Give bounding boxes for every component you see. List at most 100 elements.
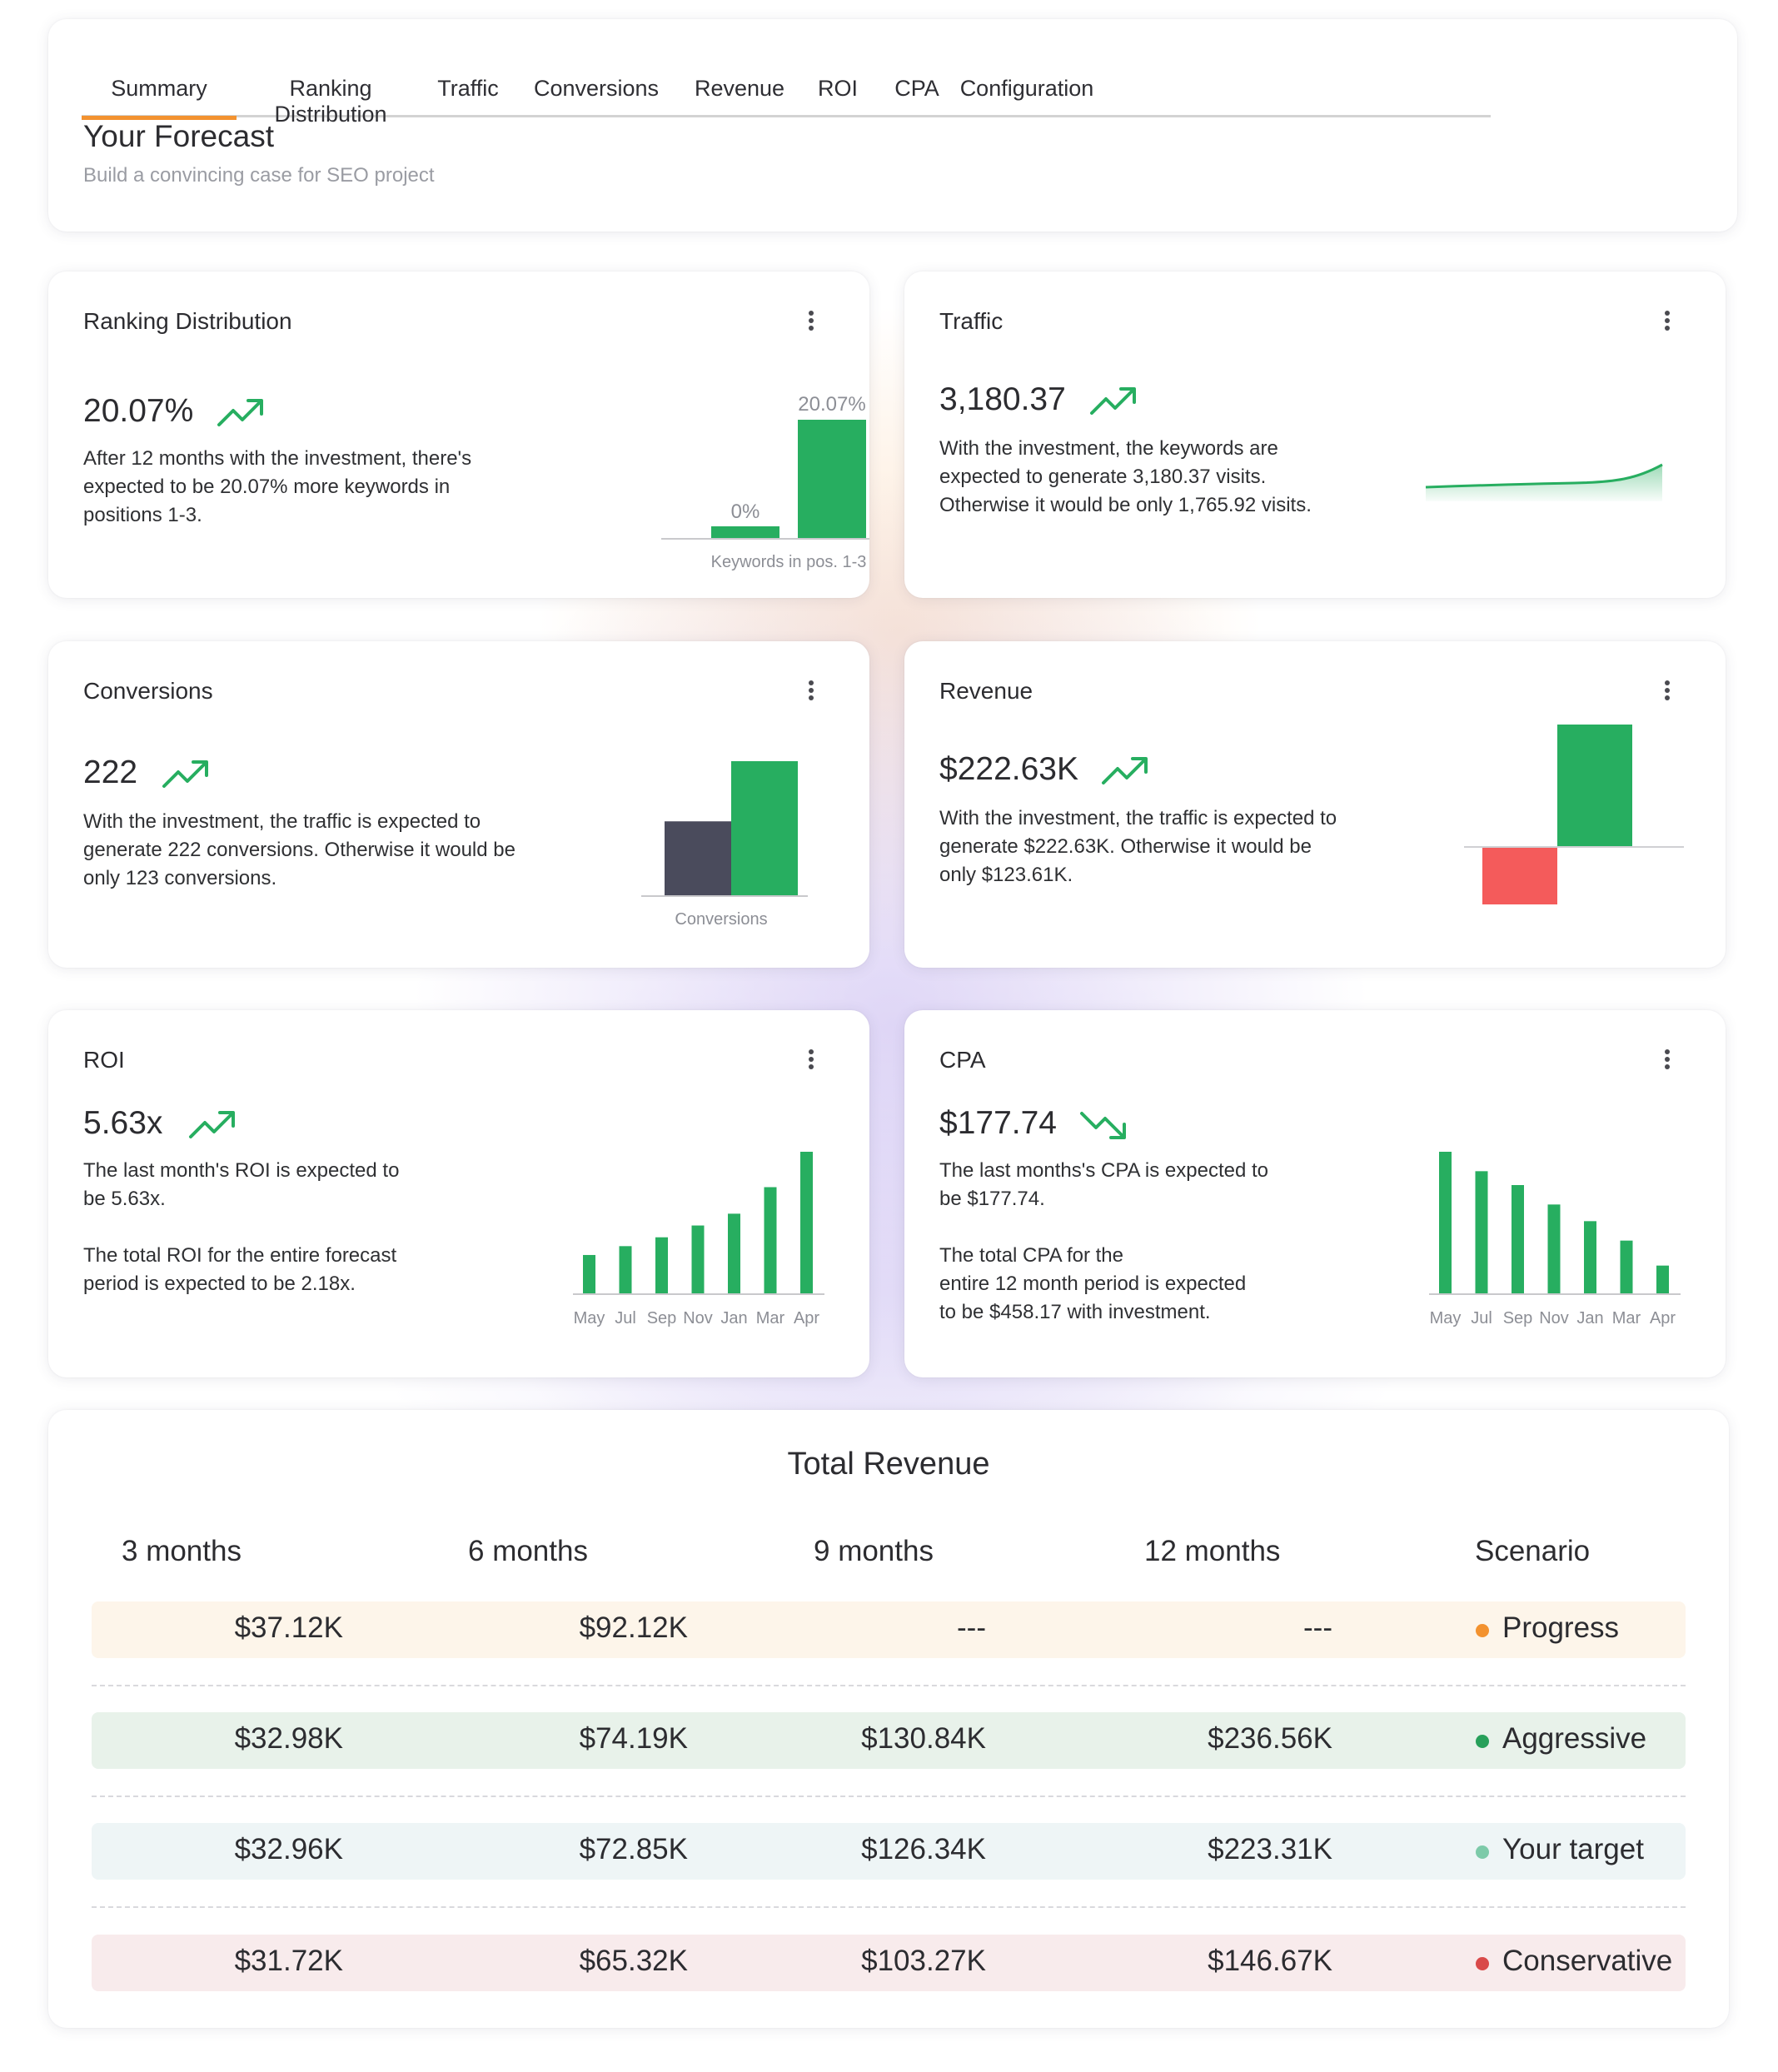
bar-sep xyxy=(1512,1185,1524,1293)
row-divider xyxy=(92,1685,1686,1686)
trend-up-icon xyxy=(1102,757,1148,784)
x-tick-label: Apr xyxy=(794,1309,819,1327)
traffic-description: With the investment, the keywords are ex… xyxy=(939,437,1312,516)
bar-revenue-with-investment xyxy=(1557,725,1632,848)
tab-conversions[interactable]: Conversions xyxy=(533,76,660,101)
x-tick-label: Mar xyxy=(756,1309,785,1327)
scenario-label: Aggressive xyxy=(1502,1722,1647,1755)
cpa-card: CPA $177.74 The last months's CPA is exp… xyxy=(904,1010,1726,1377)
table-cell: $37.12K xyxy=(234,1611,343,1644)
table-cell: $32.96K xyxy=(234,1833,343,1865)
table-row: $32.98K $74.19K $130.84K $236.56K Aggressive xyxy=(92,1712,1686,1769)
tab-bar: Summary Ranking Distribution Traffic Con… xyxy=(82,56,1491,127)
bar-apr xyxy=(1656,1265,1669,1293)
scenario-label: Progress xyxy=(1502,1611,1620,1644)
column-header: 6 months xyxy=(468,1535,588,1567)
scenario-dot-icon xyxy=(1476,1624,1489,1637)
tab-cpa[interactable]: CPA xyxy=(894,76,939,101)
row-divider xyxy=(92,1796,1686,1797)
x-tick-label: May xyxy=(1430,1309,1462,1327)
table-cell: $65.32K xyxy=(579,1945,688,1977)
x-tick-label: Jul xyxy=(1471,1309,1492,1327)
column-header: Scenario xyxy=(1475,1535,1591,1567)
widget-title: CPA xyxy=(939,1047,986,1073)
bar-mar xyxy=(1620,1240,1633,1293)
trend-up-icon xyxy=(1090,387,1136,415)
conversions-card: Conversions 222 With the investment, the… xyxy=(48,641,869,968)
more-options-icon[interactable] xyxy=(1657,678,1677,705)
more-options-icon[interactable] xyxy=(1657,308,1677,335)
tab-traffic[interactable]: Traffic xyxy=(437,76,499,101)
ranking-description: After 12 months with the investment, the… xyxy=(83,447,472,526)
table-cell: --- xyxy=(957,1611,986,1644)
table-row: $31.72K $65.32K $103.27K $146.67K Conservati… xyxy=(92,1935,1686,1991)
bar-jan xyxy=(1584,1221,1596,1293)
tab-ranking-distribution[interactable]: Ranking Distribution xyxy=(274,76,387,127)
cpa-value: $177.74 xyxy=(939,1105,1057,1141)
revenue-value: $222.63K xyxy=(939,751,1078,787)
tab-revenue[interactable]: Revenue xyxy=(694,76,785,101)
cpa-description: The last months's CPA is expected to be … xyxy=(939,1159,1268,1323)
header-card: Summary Ranking Distribution Traffic Con… xyxy=(48,19,1737,232)
column-header: 9 months xyxy=(814,1535,934,1567)
traffic-value: 3,180.37 xyxy=(939,381,1066,417)
table-cell: $146.67K xyxy=(1208,1945,1332,1977)
roi-card: ROI 5.63x The last month's ROI is expect… xyxy=(48,1010,869,1377)
bar-jul xyxy=(1475,1171,1488,1293)
table-cell: $32.98K xyxy=(234,1722,343,1755)
conversions-bar-chart: Conversions xyxy=(641,761,808,929)
table-cell: $130.84K xyxy=(861,1722,986,1755)
tab-roi[interactable]: ROI xyxy=(817,76,858,101)
bar-mar xyxy=(764,1187,777,1293)
trend-up-icon xyxy=(189,1111,235,1138)
table-cell: $223.31K xyxy=(1208,1833,1332,1865)
bar-sep xyxy=(655,1237,668,1293)
x-tick-label: Nov xyxy=(683,1309,713,1327)
x-axis-label: Keywords in pos. 1-3 xyxy=(711,553,867,571)
conversions-description: With the investment, the traffic is expe… xyxy=(83,810,515,889)
x-tick-label: Mar xyxy=(1612,1309,1641,1327)
trend-up-icon xyxy=(217,399,263,426)
total-revenue-card: Total Revenue 3 months 6 months 9 months… xyxy=(48,1410,1729,2028)
bar-without-investment xyxy=(711,526,779,538)
table-cell: $72.85K xyxy=(579,1833,688,1865)
bar-with-investment xyxy=(731,761,798,896)
traffic-area xyxy=(1426,465,1662,501)
table-cell: $126.34K xyxy=(861,1833,986,1865)
x-tick-label: May xyxy=(574,1309,605,1327)
tab-configuration[interactable]: Configuration xyxy=(959,76,1094,101)
widget-title: Conversions xyxy=(83,678,213,704)
column-header: 3 months xyxy=(122,1535,242,1567)
widget-title: Traffic xyxy=(939,308,1004,334)
cpa-bar-chart: May Jul Sep Nov Jan Mar Apr xyxy=(1429,1152,1681,1327)
ranking-distribution-card: Ranking Distribution 20.07% After 12 mon… xyxy=(48,271,869,598)
bar-apr xyxy=(800,1152,813,1293)
table-cell: $74.19K xyxy=(579,1722,688,1755)
revenue-bar-chart xyxy=(1464,725,1684,904)
column-header: 12 months xyxy=(1144,1535,1281,1567)
x-tick-label: Apr xyxy=(1650,1309,1676,1327)
roi-bar-chart: May Jul Sep Nov Jan Mar Apr xyxy=(573,1152,824,1327)
widget-title: ROI xyxy=(83,1047,125,1073)
more-options-icon[interactable] xyxy=(801,1047,821,1073)
revenue-description: With the investment, the traffic is expe… xyxy=(939,807,1337,886)
tab-summary[interactable]: Summary xyxy=(82,56,237,120)
scenario-label: Your target xyxy=(1502,1833,1644,1865)
x-tick-label: Nov xyxy=(1539,1309,1569,1327)
bar-jul xyxy=(619,1246,632,1293)
widget-title: Revenue xyxy=(939,678,1033,704)
page-subtitle: Build a convincing case for SEO project xyxy=(83,164,435,187)
trend-down-icon xyxy=(1080,1112,1126,1139)
more-options-icon[interactable] xyxy=(801,308,821,335)
revenue-card: Revenue $222.63K With the investment, th… xyxy=(904,641,1726,968)
x-tick-label: Sep xyxy=(1503,1309,1533,1327)
more-options-icon[interactable] xyxy=(1657,1047,1677,1073)
more-options-icon[interactable] xyxy=(801,678,821,705)
scenario-label: Conservative xyxy=(1502,1945,1673,1977)
bar-with-investment xyxy=(798,420,866,538)
traffic-line xyxy=(1425,463,1663,489)
table-cell: $236.56K xyxy=(1208,1722,1332,1755)
bar-jan xyxy=(728,1213,740,1293)
bar-without-investment xyxy=(665,821,731,896)
page-title: Your Forecast xyxy=(83,119,274,153)
